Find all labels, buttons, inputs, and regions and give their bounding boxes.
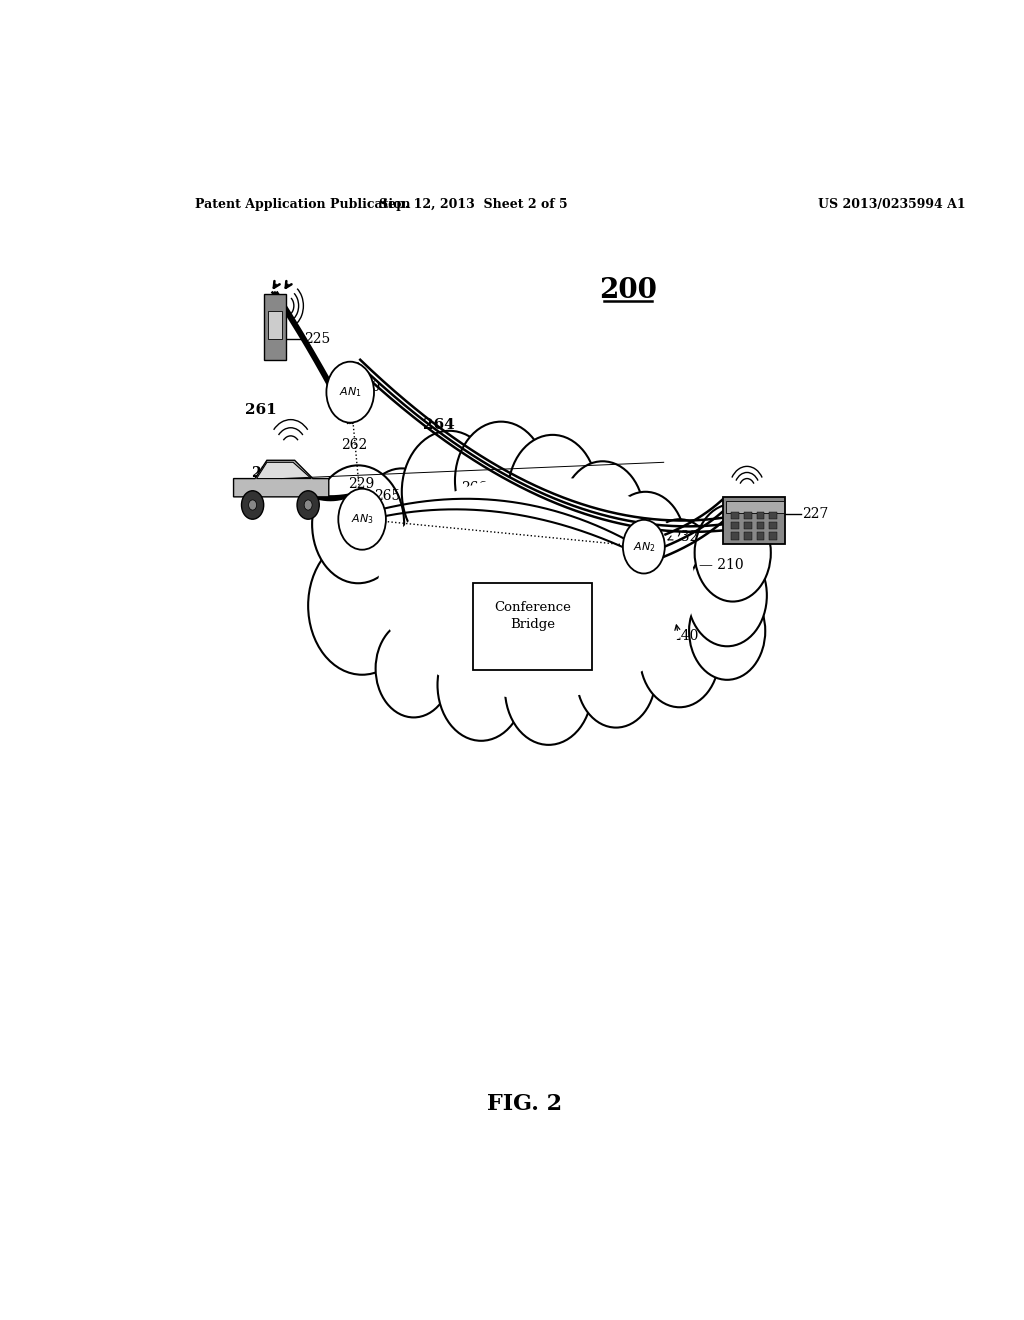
Circle shape: [455, 421, 547, 540]
Bar: [743, 512, 752, 519]
Text: 200: 200: [599, 277, 657, 304]
Text: 230: 230: [354, 380, 381, 395]
Bar: [769, 532, 777, 540]
Text: — 210: — 210: [699, 558, 744, 572]
Circle shape: [508, 434, 597, 549]
Bar: [473, 583, 592, 669]
Bar: [731, 512, 739, 519]
Polygon shape: [257, 462, 311, 479]
Circle shape: [249, 500, 257, 510]
Circle shape: [561, 461, 644, 568]
Text: 232: 232: [672, 529, 698, 544]
Text: FIG. 2: FIG. 2: [487, 1093, 562, 1114]
Text: 261: 261: [246, 404, 278, 417]
Circle shape: [297, 491, 319, 519]
Text: 264: 264: [423, 417, 455, 432]
Text: 240: 240: [672, 630, 698, 643]
Text: 263: 263: [568, 532, 595, 545]
Bar: [264, 293, 286, 359]
Bar: [743, 532, 752, 540]
Circle shape: [623, 520, 665, 573]
Text: $AN_3$: $AN_3$: [351, 512, 374, 527]
Circle shape: [689, 582, 765, 680]
Circle shape: [401, 430, 497, 553]
Ellipse shape: [358, 433, 708, 718]
Text: 234: 234: [251, 466, 280, 480]
Text: 227: 227: [803, 507, 829, 521]
Circle shape: [376, 620, 452, 718]
Circle shape: [694, 504, 771, 602]
Text: Conference
Bridge: Conference Bridge: [495, 601, 571, 631]
Circle shape: [304, 500, 312, 510]
Polygon shape: [233, 461, 329, 496]
Circle shape: [505, 634, 592, 744]
Bar: [769, 512, 777, 519]
Bar: [757, 512, 765, 519]
Text: Sep. 12, 2013  Sheet 2 of 5: Sep. 12, 2013 Sheet 2 of 5: [379, 198, 567, 211]
Circle shape: [312, 466, 404, 583]
Circle shape: [577, 626, 655, 727]
Bar: [731, 523, 739, 529]
Bar: [726, 500, 783, 513]
Circle shape: [606, 492, 685, 594]
Ellipse shape: [378, 475, 695, 700]
Circle shape: [242, 491, 264, 519]
Circle shape: [644, 519, 716, 611]
Text: 229: 229: [348, 477, 374, 491]
Text: US 2013/0235994 A1: US 2013/0235994 A1: [818, 198, 966, 211]
Circle shape: [640, 606, 719, 708]
Circle shape: [687, 545, 767, 647]
Circle shape: [327, 362, 374, 422]
Circle shape: [308, 536, 416, 675]
Text: 266: 266: [461, 480, 487, 495]
Bar: [743, 523, 752, 529]
Text: 225: 225: [304, 333, 331, 346]
Bar: [723, 496, 785, 544]
Circle shape: [437, 630, 525, 741]
Text: $AN_2$: $AN_2$: [633, 540, 655, 553]
Bar: [769, 523, 777, 529]
Bar: [267, 312, 282, 339]
Bar: [757, 532, 765, 540]
Text: 265: 265: [374, 488, 400, 503]
Text: $AN_1$: $AN_1$: [339, 385, 361, 399]
Text: Patent Application Publication: Patent Application Publication: [196, 198, 411, 211]
Circle shape: [338, 488, 386, 549]
Circle shape: [360, 469, 443, 574]
Text: 262: 262: [341, 438, 367, 451]
Bar: [731, 532, 739, 540]
Bar: [757, 523, 765, 529]
